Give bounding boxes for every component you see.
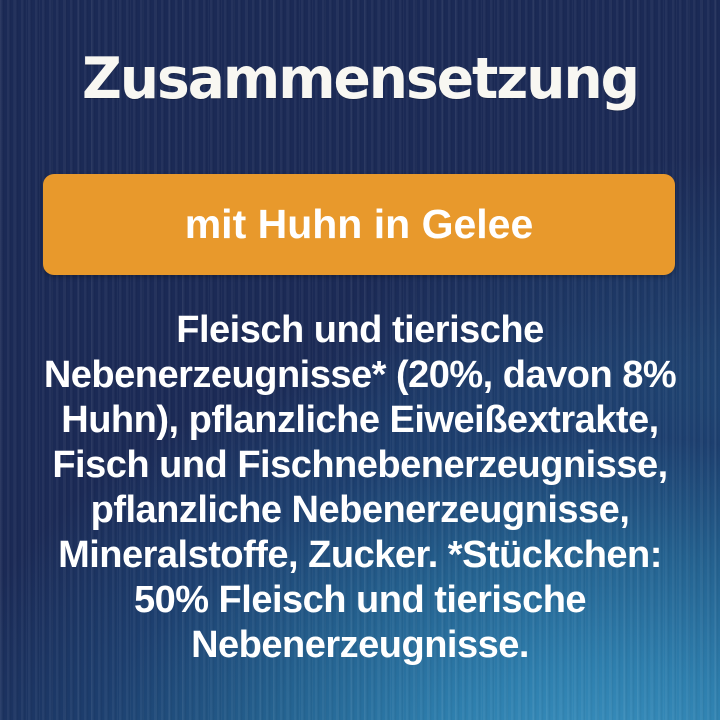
variant-banner: mit Huhn in Gelee xyxy=(43,174,675,275)
composition-line: pflanzliche Nebenerzeugnisse, xyxy=(90,489,630,531)
composition-line: Nebenerzeugnisse* (20%, davon 8% xyxy=(43,354,677,396)
composition-line: Mineralstoffe, Zucker. *Stückchen: xyxy=(58,534,662,576)
composition-line: Nebenerzeugnisse. xyxy=(191,624,529,666)
composition-line: Fleisch und tierische xyxy=(176,309,544,351)
section-title: Zusammensetzung xyxy=(82,44,640,112)
composition-line: Huhn), pflanzliche Eiweißextrakte, xyxy=(61,399,659,441)
composition-text-block: Fleisch und tierische Nebenerzeugnisse* … xyxy=(0,308,720,668)
composition-line: Fisch und Fischnebenerzeugnisse, xyxy=(52,444,668,486)
composition-line: 50% Fleisch und tierische xyxy=(133,579,587,621)
variant-banner-label: mit Huhn in Gelee xyxy=(184,201,534,247)
